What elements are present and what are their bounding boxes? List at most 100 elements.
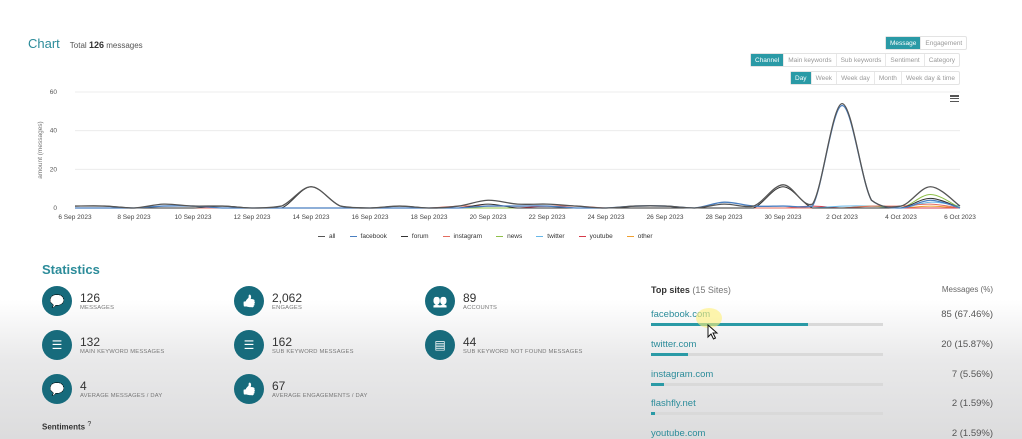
metric-toggle: Message Engagement xyxy=(885,36,968,50)
list-icon: ☰ xyxy=(234,330,264,360)
stat-sub-keyword-not-found-messages: ▤ 44 SUB KEYWORD NOT FOUND MESSAGES xyxy=(425,330,583,360)
site-progress-fill xyxy=(651,353,688,356)
line-chart: 0 20 40 60 amount (messages) 6 Sep 2023 8 Sep … xyxy=(37,89,976,221)
legend-item-other[interactable]: other xyxy=(626,233,653,240)
x-tick-label: 24 Sep 2023 xyxy=(588,214,625,221)
top-site-row: twitter.com 20 (15.87%) xyxy=(651,339,993,356)
legend-label: other xyxy=(637,233,653,240)
x-tick-label: 12 Sep 2023 xyxy=(234,214,271,221)
stat-label: MESSAGES xyxy=(80,305,115,311)
toggle-week[interactable]: Week xyxy=(812,72,838,84)
stat-main-keyword-messages: ☰ 132 MAIN KEYWORD MESSAGES xyxy=(42,330,164,360)
toggle-engagement[interactable]: Engagement xyxy=(925,40,963,47)
site-link[interactable]: youtube.com xyxy=(651,428,706,439)
stat-engages: 👍 2,062 ENGAGES xyxy=(234,286,302,316)
stat-average-messages-day: 💬 4 AVERAGE MESSAGES / DAY xyxy=(42,374,162,404)
total-messages: Total 126 messages xyxy=(70,40,143,50)
toggle-month[interactable]: Month xyxy=(875,72,902,84)
stat-value: 67 xyxy=(272,379,286,393)
legend-swatch xyxy=(442,235,450,238)
site-link[interactable]: twitter.com xyxy=(651,339,697,350)
toggle-channel[interactable]: Channel xyxy=(751,54,785,66)
series-line-facebook xyxy=(74,104,961,209)
site-link[interactable]: instagram.com xyxy=(651,369,714,380)
site-count: 20 (15.87%) xyxy=(941,339,993,350)
series-line-all xyxy=(74,102,961,209)
toggle-week-day-time[interactable]: Week day & time xyxy=(905,75,955,82)
help-icon[interactable]: ? xyxy=(87,421,92,428)
toggle-sub-keywords[interactable]: Sub keywords xyxy=(837,54,887,66)
stat-value: 89 xyxy=(463,291,477,305)
legend-item-all[interactable]: all xyxy=(318,233,336,240)
x-tick-label: 2 Oct 2023 xyxy=(826,214,858,221)
chat-bubbles-icon: 💬 xyxy=(42,286,72,316)
legend-label: all xyxy=(329,233,336,240)
legend-item-facebook[interactable]: facebook xyxy=(349,233,387,240)
y-tick-label: 0 xyxy=(53,205,57,212)
sentiments-title: Sentiments ? xyxy=(42,421,91,432)
top-site-row: youtube.com 2 (1.59%) xyxy=(651,428,993,439)
legend-swatch xyxy=(578,235,586,238)
stat-value: 126 xyxy=(80,291,101,305)
users-group-icon: 👥 xyxy=(425,286,455,316)
stat-value: 162 xyxy=(272,335,293,349)
site-link[interactable]: facebook.com xyxy=(651,309,711,320)
toggle-sentiment[interactable]: Sentiment xyxy=(886,54,925,66)
x-tick-label: 14 Sep 2023 xyxy=(293,214,330,221)
x-tick-label: 20 Sep 2023 xyxy=(470,214,507,221)
legend-item-forum[interactable]: forum xyxy=(400,233,429,240)
top-site-row: flashfly.net 2 (1.59%) xyxy=(651,398,993,415)
period-toggle: Day Week Week day Month Week day & time xyxy=(790,71,960,85)
article-icon: ▤ xyxy=(425,330,455,360)
legend-label: forum xyxy=(411,233,429,240)
chart-menu-icon[interactable] xyxy=(950,95,959,103)
toggle-category[interactable]: Category xyxy=(928,57,956,64)
chart-legend: all facebook forum instagram news twitter yout… xyxy=(318,233,653,240)
stat-label: MAIN KEYWORD MESSAGES xyxy=(80,349,165,355)
x-tick-label: 18 Sep 2023 xyxy=(411,214,448,221)
stat-accounts: 👥 89 ACCOUNTS xyxy=(425,286,497,316)
statistics-title: Statistics xyxy=(42,262,100,277)
stat-label: SUB KEYWORD MESSAGES xyxy=(272,349,354,355)
toggle-message[interactable]: Message xyxy=(886,37,922,49)
mouse-cursor-icon xyxy=(707,324,719,340)
site-progress-bar xyxy=(651,412,883,415)
chart-title: Chart xyxy=(28,36,60,51)
site-count: 85 (67.46%) xyxy=(941,309,993,320)
legend-item-news[interactable]: news xyxy=(496,233,522,240)
cursor-highlight xyxy=(696,308,722,328)
legend-item-youtube[interactable]: youtube xyxy=(578,233,613,240)
total-count: 126 xyxy=(88,40,104,50)
stat-value: 44 xyxy=(463,335,477,349)
x-tick-label: 10 Sep 2023 xyxy=(175,214,212,221)
site-progress-bar xyxy=(651,383,883,386)
site-progress-bar xyxy=(651,323,883,326)
thumbs-up-icon: 👍 xyxy=(234,286,264,316)
site-link[interactable]: flashfly.net xyxy=(651,398,696,409)
chat-bubbles-icon: 💬 xyxy=(42,374,72,404)
thumbs-up-icon: 👍 xyxy=(234,374,264,404)
toggle-week-day[interactable]: Week day xyxy=(837,72,875,84)
y-axis-label: amount (messages) xyxy=(37,121,44,178)
legend-label: instagram xyxy=(453,233,483,240)
x-tick-label: 8 Sep 2023 xyxy=(117,214,151,221)
y-tick-label: 20 xyxy=(50,166,58,173)
top-sites-count: (15 Sites) xyxy=(692,285,731,295)
legend-item-instagram[interactable]: instagram xyxy=(442,233,483,240)
toggle-day[interactable]: Day xyxy=(791,72,812,84)
x-tick-label: 22 Sep 2023 xyxy=(529,214,566,221)
total-suffix: messages xyxy=(106,41,143,50)
top-site-row: facebook.com 85 (67.46%) xyxy=(651,309,993,326)
legend-item-twitter[interactable]: twitter xyxy=(536,233,565,240)
legend-swatch xyxy=(496,235,504,238)
site-count: 2 (1.59%) xyxy=(951,398,993,409)
x-tick-label: 16 Sep 2023 xyxy=(352,214,389,221)
x-tick-label: 6 Sep 2023 xyxy=(58,214,92,221)
legend-swatch xyxy=(536,235,544,238)
top-sites-header: Top sites (15 Sites) Messages (%) xyxy=(651,285,993,295)
toggle-main-keywords[interactable]: Main keywords xyxy=(784,54,837,66)
site-progress-fill xyxy=(651,323,808,326)
legend-swatch xyxy=(626,235,634,238)
stat-label: AVERAGE ENGAGEMENTS / DAY xyxy=(272,393,368,399)
y-tick-label: 40 xyxy=(50,128,58,135)
